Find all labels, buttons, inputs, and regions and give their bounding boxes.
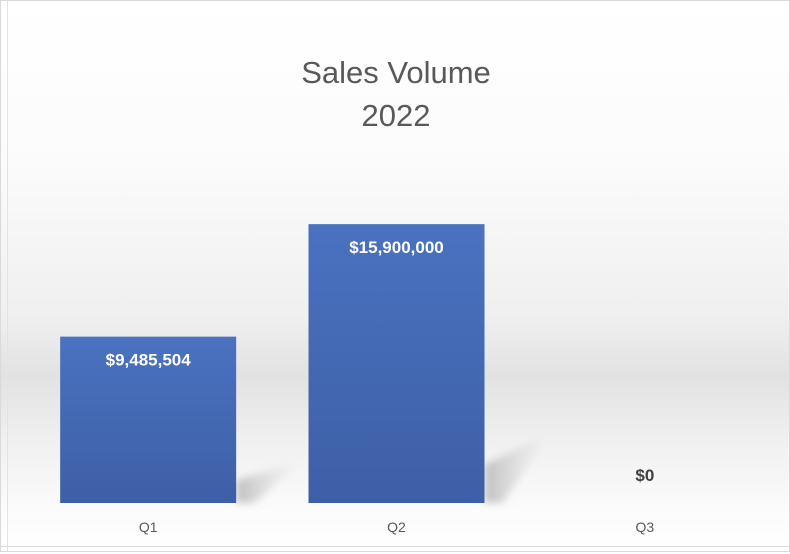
x-tick-label-q1: Q1 [139, 519, 158, 535]
x-tick-label-q2: Q2 [387, 519, 406, 535]
bar-shadow [236, 461, 302, 503]
bar-shadows [236, 433, 550, 503]
data-label-q2: $15,900,000 [349, 238, 444, 257]
data-label-q3: $0 [635, 466, 654, 485]
x-tick-label-q3: Q3 [635, 519, 654, 535]
bar-q1[interactable] [60, 336, 237, 503]
sheet-gridline [1, 546, 789, 551]
bar-q2[interactable] [308, 224, 485, 503]
chart-title-line-1: Sales Volume [301, 55, 491, 90]
chart-title-line-2: 2022 [361, 98, 431, 133]
x-axis-ticks: Q1 Q2 Q3 [139, 519, 655, 535]
sheet-gridline [1, 1, 8, 551]
bar-shadow [484, 433, 550, 503]
data-label-q1: $9,485,504 [106, 351, 192, 370]
chart-title[interactable]: Sales Volume 2022 [1, 51, 789, 137]
data-labels: $9,485,504 $15,900,000 $0 [106, 238, 655, 485]
bars [60, 224, 485, 503]
